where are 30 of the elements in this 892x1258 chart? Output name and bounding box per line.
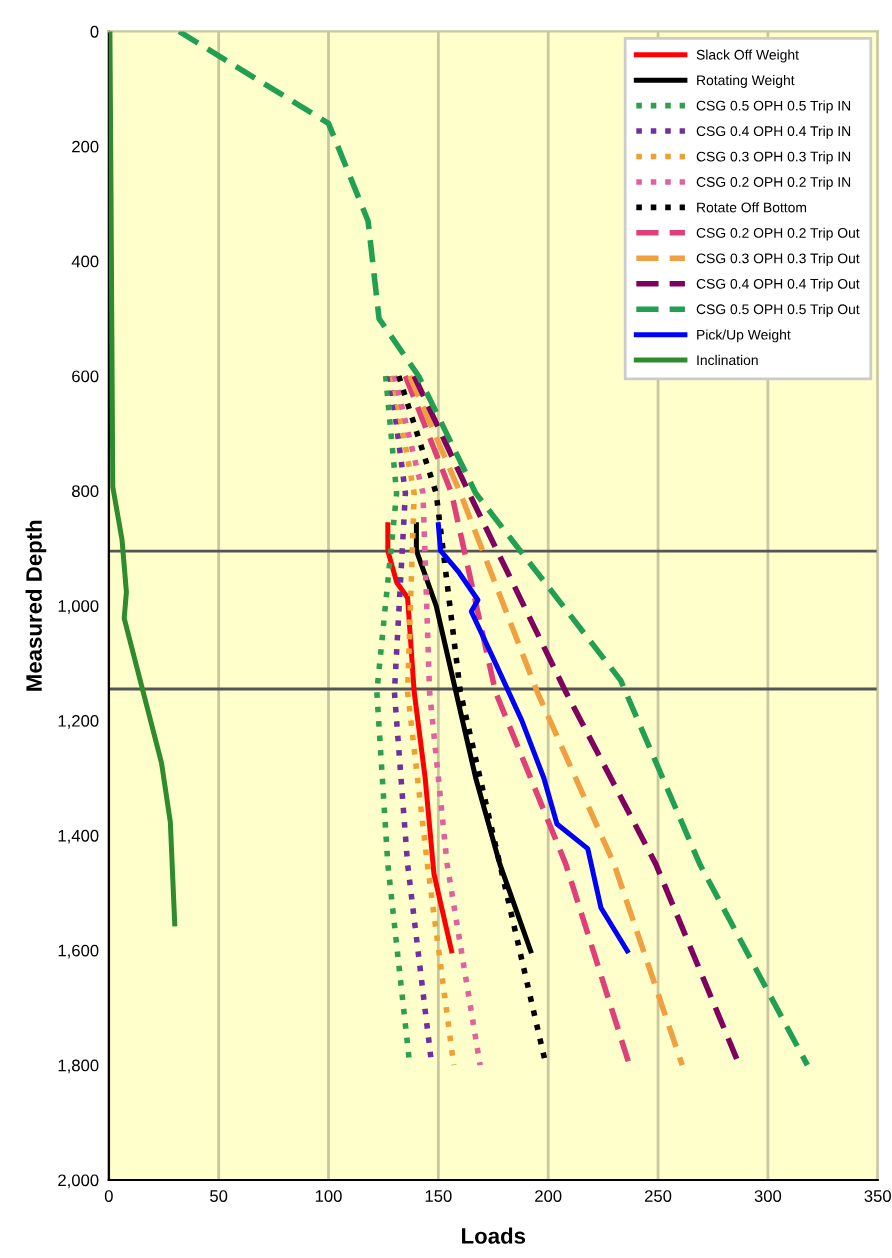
x-tick-label: 200 (535, 1190, 562, 1202)
line-series (435, 522, 630, 954)
y-tick-label: 1,000 (58, 600, 99, 614)
x-tick-label: 100 (315, 1190, 342, 1202)
y-tick-label: 200 (72, 140, 99, 153)
x-tick-label: 350 (864, 1190, 891, 1202)
y-tick-label: 800 (72, 485, 99, 498)
line-series (108, 31, 178, 927)
y-tick-label: 1,600 (58, 944, 99, 959)
line-series (385, 522, 455, 954)
y-axis-title: Measured Depth (25, 520, 47, 691)
x-tick-label: 50 (210, 1190, 228, 1202)
line-series (391, 373, 483, 1068)
x-axis-title: Loads (462, 1227, 526, 1244)
x-tick-label: 300 (754, 1190, 782, 1202)
line-series (402, 373, 633, 1068)
y-tick-label: 0 (90, 25, 99, 38)
y-tick-label: 1,200 (58, 714, 99, 729)
y-tick-label: 400 (71, 255, 99, 268)
x-tick-label: 150 (425, 1190, 452, 1202)
y-tick-label: 2,000 (58, 1174, 99, 1189)
x-tick-label: 0 (104, 1190, 113, 1202)
y-tick-label: 600 (72, 370, 99, 383)
line-series (176, 31, 811, 1068)
y-tick-label: 1,400 (58, 829, 99, 844)
line-series (407, 373, 685, 1068)
line-series (413, 522, 534, 954)
line-series (389, 373, 457, 1068)
y-tick-label: 1,800 (58, 1059, 99, 1074)
x-tick-label: 250 (644, 1190, 672, 1202)
